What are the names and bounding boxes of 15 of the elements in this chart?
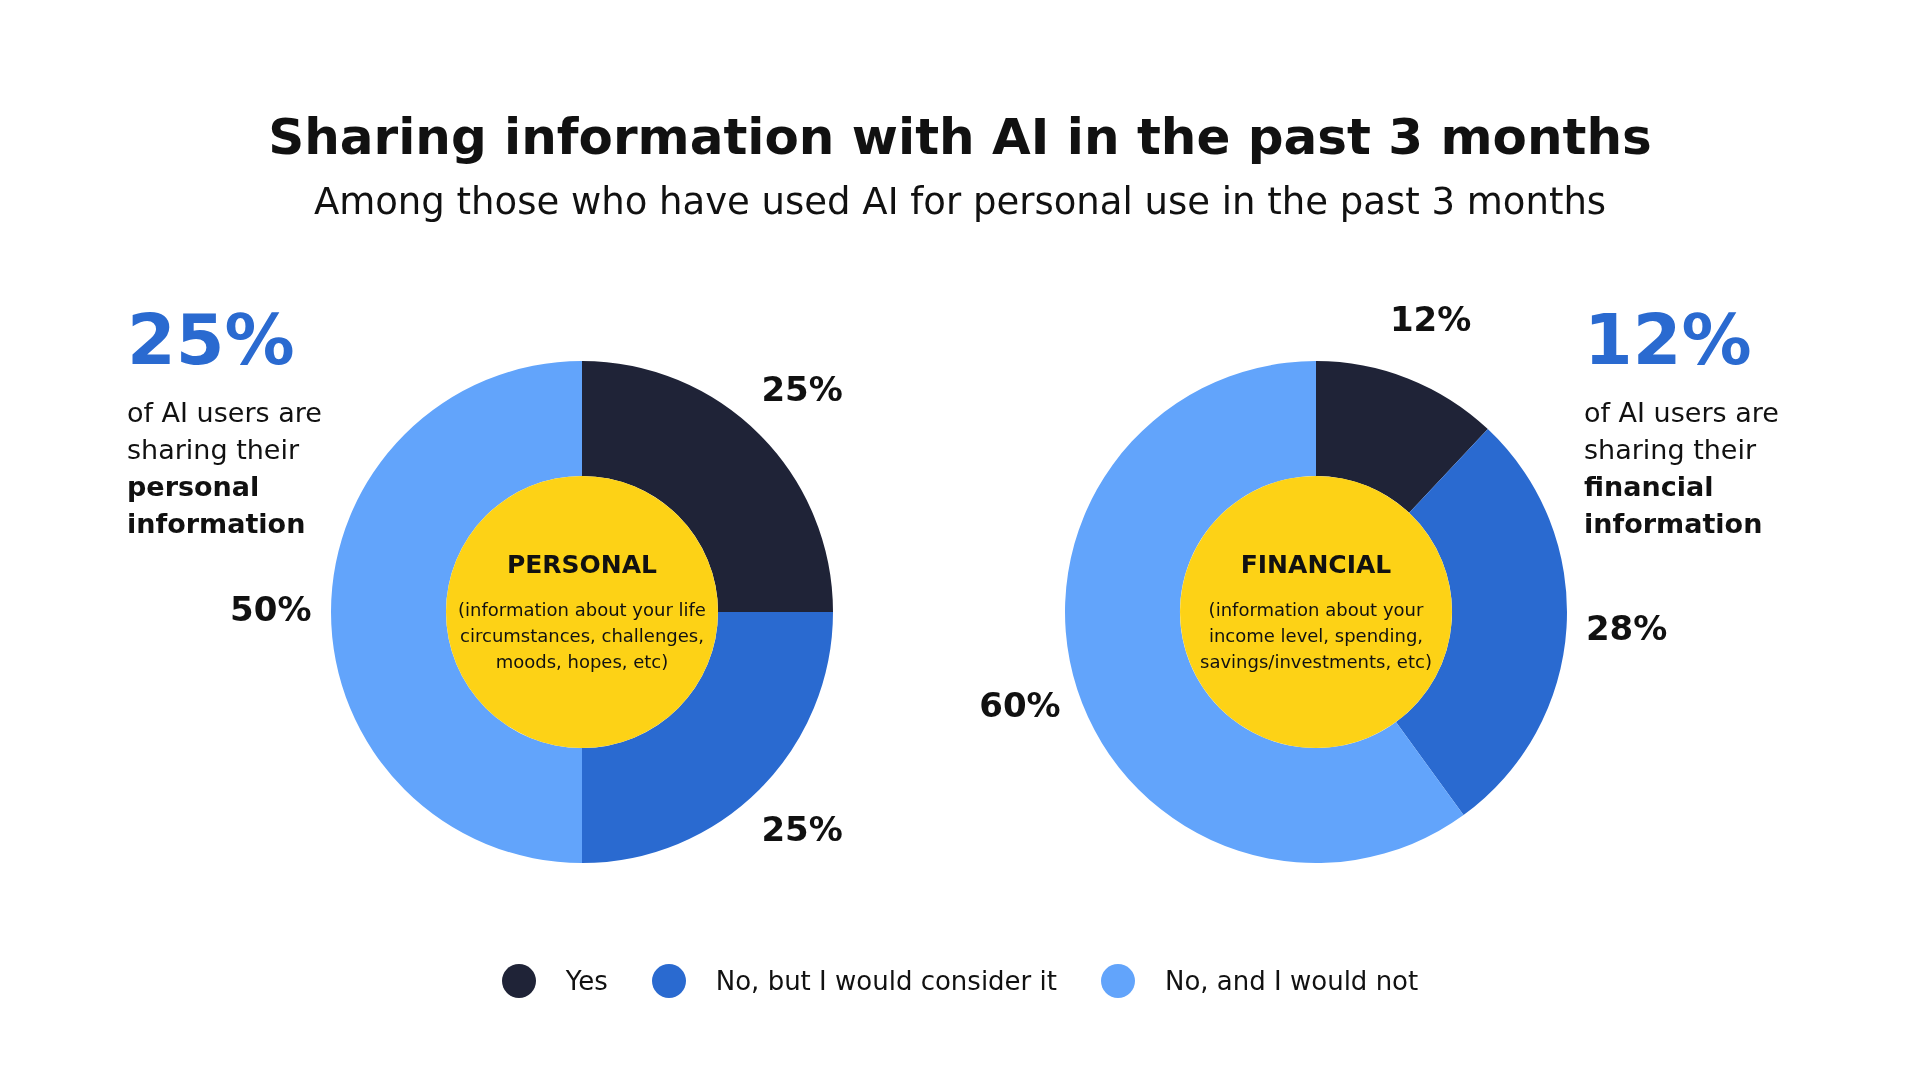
legend-label: No, but I would consider it [715, 966, 1057, 996]
data-label: 60% [979, 685, 1061, 726]
data-label: 25% [761, 808, 843, 849]
data-label: 28% [1585, 608, 1668, 649]
data-label: 50% [230, 588, 312, 629]
text: 12% [1584, 299, 1753, 381]
chart-title: Sharing information with AI in the past 3 months [267, 108, 1653, 166]
data-label: 25% [761, 368, 843, 409]
chart-subtitle: Among those who have used AI for personal use in the past 3 months [312, 180, 1608, 223]
legend-label: No, and I would not [1164, 966, 1419, 996]
text: financial information [1584, 471, 1763, 539]
text: 25% [127, 299, 296, 381]
text: personal information [127, 471, 306, 539]
legend-label: Yes [565, 966, 608, 996]
data-label: 12% [1389, 299, 1472, 340]
